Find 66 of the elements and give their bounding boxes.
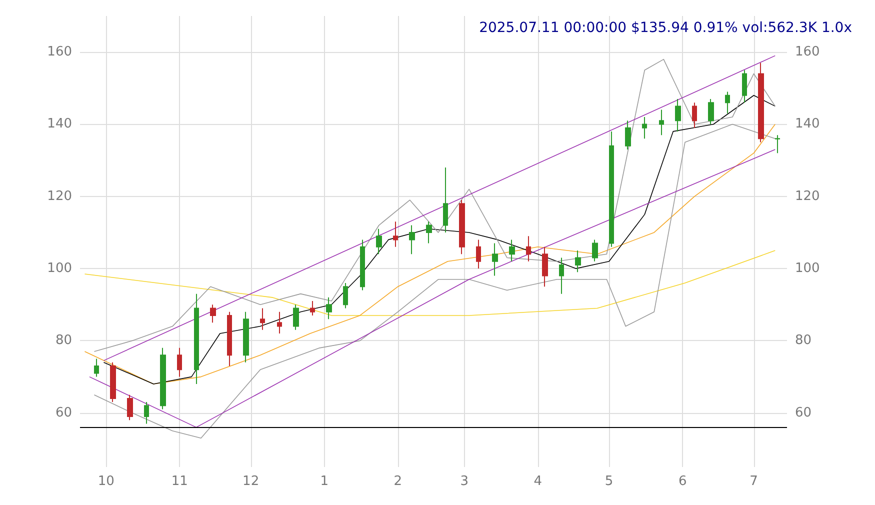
candlestick bbox=[542, 246, 548, 288]
candlestick bbox=[326, 296, 332, 320]
line-series bbox=[84, 250, 776, 316]
candlestick bbox=[742, 70, 747, 104]
y-tick-label: 160 bbox=[47, 44, 72, 60]
candlestick bbox=[343, 282, 348, 309]
candlestick bbox=[575, 250, 581, 273]
candlestick bbox=[293, 304, 299, 330]
candlestick bbox=[659, 109, 664, 136]
candlestick bbox=[393, 221, 398, 248]
y2-tick-label: 60 bbox=[795, 405, 812, 420]
candlestick bbox=[476, 239, 481, 270]
candlestick bbox=[526, 236, 531, 262]
y2-tick-label: 120 bbox=[795, 188, 820, 204]
candlestick bbox=[592, 239, 598, 262]
candlestick bbox=[775, 134, 780, 154]
candlestick bbox=[310, 300, 315, 316]
candlestick bbox=[277, 311, 282, 334]
candlestick bbox=[642, 116, 647, 140]
y-tick-label: 140 bbox=[47, 116, 72, 132]
y2-tick-label: 100 bbox=[795, 261, 820, 276]
candlestick bbox=[426, 221, 432, 244]
candlestick bbox=[492, 242, 498, 276]
x-tick-label: 7 bbox=[750, 474, 758, 489]
x-tick-label: 10 bbox=[98, 474, 114, 489]
candlestick bbox=[376, 228, 382, 255]
x-tick-label: 2 bbox=[394, 474, 402, 489]
y-tick-label: 60 bbox=[55, 405, 72, 420]
x-tick-label: 12 bbox=[242, 474, 260, 489]
candlestick bbox=[260, 308, 265, 330]
y-tick-label: 80 bbox=[55, 333, 72, 348]
x-tick-label: 3 bbox=[460, 474, 468, 489]
candlestick bbox=[160, 347, 166, 410]
candlestick bbox=[360, 239, 365, 291]
y2-tick-label: 160 bbox=[795, 44, 820, 60]
candlestick bbox=[177, 347, 182, 378]
candlestick bbox=[609, 130, 614, 248]
candlestick bbox=[110, 362, 116, 403]
candlestick bbox=[509, 239, 515, 262]
y2-tick-label: 80 bbox=[795, 333, 812, 348]
candlestick bbox=[144, 402, 149, 424]
x-tick-label: 1 bbox=[320, 474, 329, 489]
x-tick-label: 4 bbox=[534, 474, 542, 489]
y-tick-label: 100 bbox=[47, 261, 72, 276]
candlestick bbox=[194, 293, 199, 385]
x-tick-label: 5 bbox=[604, 474, 614, 489]
candlestick bbox=[243, 311, 249, 363]
candlestick bbox=[625, 120, 631, 150]
candlestick bbox=[675, 98, 681, 132]
candlestick bbox=[725, 91, 730, 114]
candlestick bbox=[127, 394, 133, 421]
candlestick bbox=[210, 304, 216, 324]
candlestick bbox=[94, 358, 99, 378]
x-tick-label: 11 bbox=[171, 474, 188, 489]
y-tick-label: 120 bbox=[47, 188, 72, 204]
candlestick bbox=[459, 200, 465, 255]
candlestick bbox=[443, 167, 448, 233]
candlestick bbox=[227, 311, 232, 366]
candlestick bbox=[708, 98, 714, 125]
candlestick bbox=[692, 102, 697, 128]
x-tick-label: 6 bbox=[678, 474, 687, 489]
candlestick bbox=[559, 257, 564, 294]
y2-tick-label: 140 bbox=[795, 116, 820, 132]
candlestick bbox=[409, 224, 415, 255]
candlestick bbox=[758, 62, 764, 143]
chart-title: 2025.07.11 00:00:00 $135.94 0.91% vol:562.3K 1.0x bbox=[479, 20, 852, 36]
